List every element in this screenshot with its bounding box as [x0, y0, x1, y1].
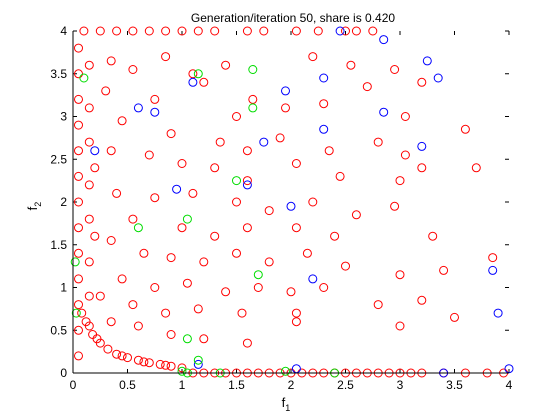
x-tick-label: 3.5 — [446, 378, 463, 392]
x-tick-label: 1 — [179, 378, 186, 392]
x-tick-labels: 0 0.5 1 1.5 2 2.5 3 3.5 4 — [70, 378, 513, 392]
x-tick-label: 0 — [70, 378, 77, 392]
y-axis-label: f2 — [25, 202, 43, 211]
x-tick-label: 1.5 — [228, 378, 245, 392]
x-axis-label-subscript: 1 — [285, 403, 290, 413]
x-tick-label: 2.5 — [337, 378, 354, 392]
y-tick-label: 0 — [60, 366, 67, 380]
y-tick-label: 3 — [60, 110, 67, 124]
y-tick-label: 3.5 — [50, 67, 67, 81]
y-tick-label: 4 — [60, 24, 67, 38]
y-axis-label-subscript: 2 — [33, 202, 43, 207]
x-axis-label: f1 — [282, 395, 291, 413]
x-tick-label: 4 — [506, 378, 513, 392]
x-tick-label: 0.5 — [119, 378, 136, 392]
y-tick-label: 2.5 — [50, 152, 67, 166]
y-tick-labels: 0 0.5 1 1.5 2 2.5 3 3.5 4 — [50, 24, 67, 380]
x-tick-label: 3 — [397, 378, 404, 392]
y-tick-label: 2 — [60, 195, 67, 209]
chart-title: Generation/iteration 50, share is 0.420 — [191, 11, 395, 25]
y-tick-label: 1 — [60, 281, 67, 295]
y-tick-label: 1.5 — [50, 238, 67, 252]
x-tick-label: 2 — [288, 378, 295, 392]
y-tick-label: 0.5 — [50, 323, 67, 337]
